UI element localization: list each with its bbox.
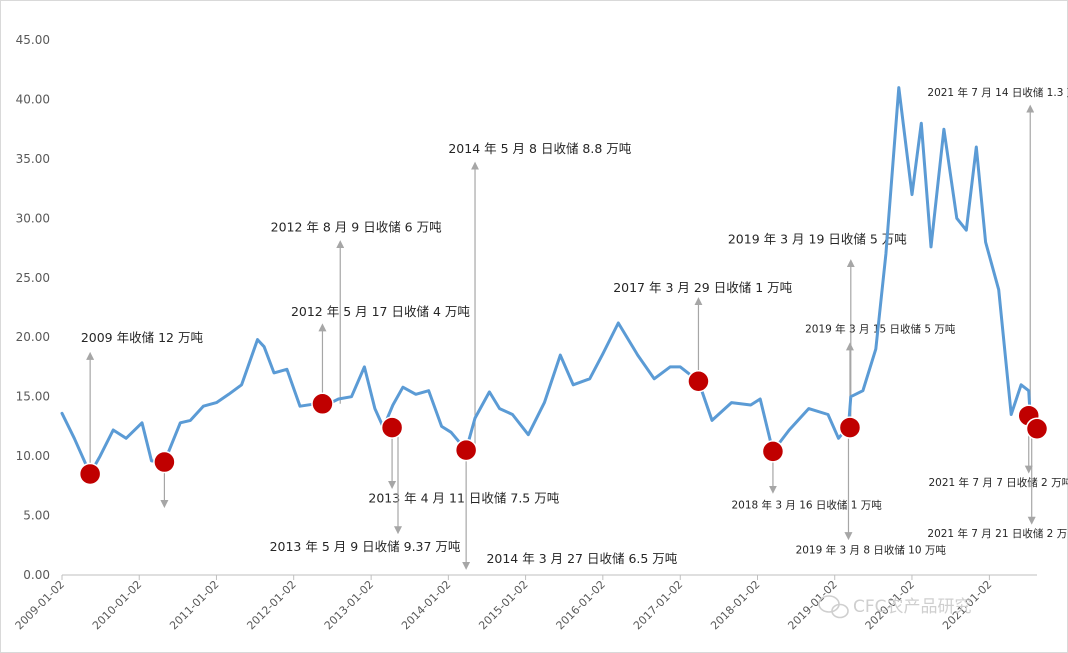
x-tick-label: 2015-01-02 bbox=[476, 578, 530, 632]
x-tick-label: 2010-01-02 bbox=[90, 578, 144, 632]
y-tick-label: 10.00 bbox=[16, 449, 50, 463]
x-tick-label: 2017-01-02 bbox=[631, 578, 685, 632]
annotation-label: 2014 年 3 月 27 日收储 6.5 万吨 bbox=[486, 551, 677, 566]
x-tick-label: 2011-01-02 bbox=[167, 578, 221, 632]
storage-marker bbox=[687, 369, 710, 393]
annotation-label: 2021 年 7 月 14 日收储 1.3 万吨 bbox=[927, 86, 1068, 99]
y-tick-label: 40.00 bbox=[16, 92, 50, 106]
x-tick-label: 2012-01-02 bbox=[244, 578, 298, 632]
annotation-label: 2017 年 3 月 29 日收储 1 万吨 bbox=[613, 280, 792, 295]
storage-marker bbox=[761, 440, 785, 463]
x-tick-label: 2019-01-02 bbox=[785, 578, 839, 632]
wechat-icon bbox=[818, 595, 849, 619]
annotation-label: 2013 年 4 月 11 日收储 7.5 万吨 bbox=[368, 490, 559, 505]
annotation-label: 2021 年 7 月 21 日收储 2 万吨 bbox=[927, 527, 1068, 540]
y-tick-label: 25.00 bbox=[16, 271, 50, 285]
annotation-label: 2019 年 3 月 19 日收储 5 万吨 bbox=[728, 231, 907, 246]
annotation-label: 2021 年 7 月 7 日收储 2 万吨 bbox=[928, 476, 1068, 489]
y-tick-label: 0.00 bbox=[23, 568, 50, 582]
x-tick-label: 2018-01-02 bbox=[708, 578, 762, 632]
storage-marker bbox=[1025, 417, 1049, 441]
x-tick-label: 2009-01-02 bbox=[13, 578, 67, 632]
annotation-label: 2014 年 5 月 8 日收储 8.8 万吨 bbox=[448, 141, 631, 156]
storage-marker bbox=[380, 416, 404, 439]
storage-marker bbox=[153, 450, 176, 474]
y-tick-label: 20.00 bbox=[16, 330, 50, 344]
annotation-label: 2018 年 3 月 16 日收储 1 万吨 bbox=[731, 498, 882, 511]
annotation-label: 2009 年收储 12 万吨 bbox=[81, 330, 204, 345]
storage-marker bbox=[454, 438, 478, 462]
watermark-text: CFC农产品研究 bbox=[853, 597, 972, 617]
y-tick-label: 15.00 bbox=[16, 390, 50, 404]
storage-marker bbox=[838, 416, 862, 439]
x-tick-label: 2013-01-02 bbox=[322, 578, 376, 632]
storage-marker bbox=[311, 392, 334, 416]
watermark: CFC农产品研究 bbox=[818, 595, 972, 619]
storage-marker bbox=[78, 462, 102, 486]
y-tick-label: 30.00 bbox=[16, 211, 50, 225]
x-tick-label: 2016-01-02 bbox=[554, 578, 608, 632]
y-axis: 0.00 5.00 10.00 15.00 20.00 25.00 30.00 35.00 40… bbox=[16, 33, 50, 582]
annotation-label: 2019 年 3 月 8 日收储 10 万吨 bbox=[796, 544, 947, 557]
x-tick-label: 2014-01-02 bbox=[399, 578, 453, 632]
annotation-label: 2019 年 3 月 15 日收储 5 万吨 bbox=[805, 322, 956, 335]
markers bbox=[78, 369, 1049, 486]
annotation-label: 2013 年 5 月 9 日收储 9.37 万吨 bbox=[270, 539, 461, 554]
y-tick-label: 5.00 bbox=[23, 509, 50, 523]
annotation-label: 2012 年 5 月 17 日收储 4 万吨 bbox=[291, 304, 470, 319]
y-tick-label: 45.00 bbox=[16, 33, 50, 47]
y-tick-label: 35.00 bbox=[16, 152, 50, 166]
annotation-label: 2012 年 8 月 9 日收储 6 万吨 bbox=[271, 219, 442, 234]
annotations: 2009 年收储 12 万吨 2012 年 5 月 17 日收储 4 万吨 2012… bbox=[81, 86, 1068, 570]
price-series-line bbox=[60, 86, 1039, 476]
